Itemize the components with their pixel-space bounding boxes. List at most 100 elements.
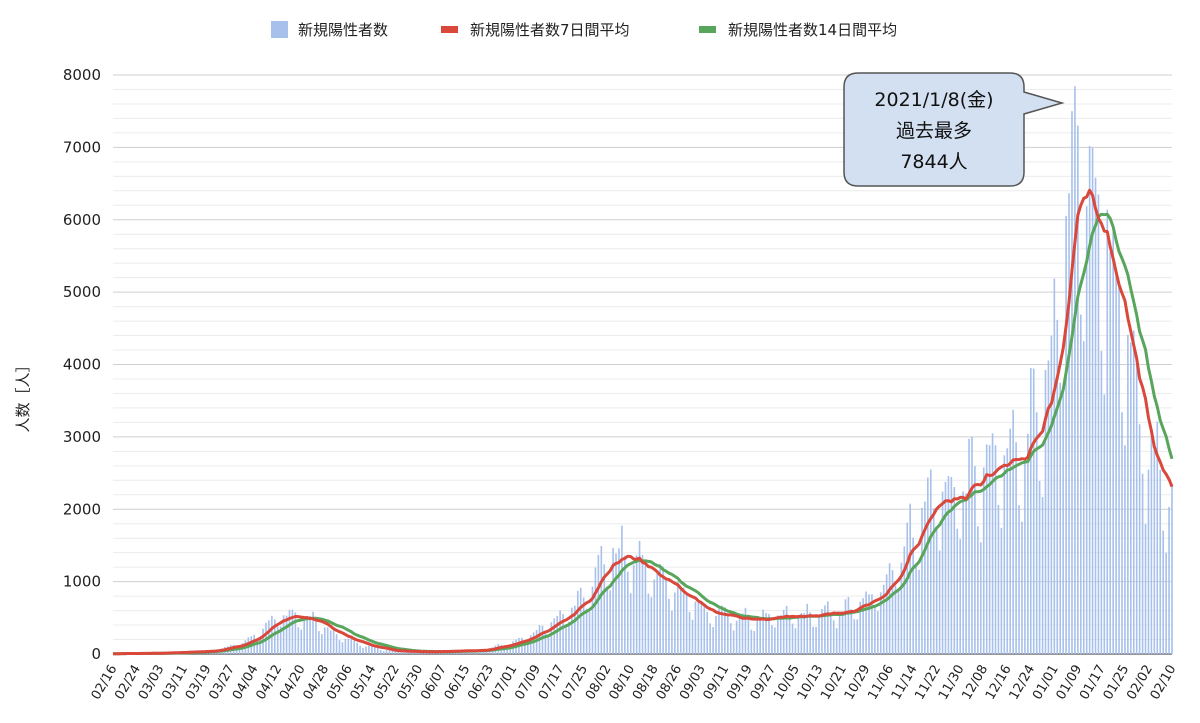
daily-bar — [1121, 412, 1123, 654]
daily-bar — [1015, 442, 1017, 654]
daily-bar — [318, 631, 320, 654]
daily-bar — [559, 610, 561, 654]
daily-bar — [947, 476, 950, 654]
daily-bar — [506, 647, 508, 654]
daily-bar — [388, 650, 391, 654]
daily-bar — [547, 635, 550, 654]
daily-bar — [315, 622, 317, 654]
daily-bar — [1021, 521, 1023, 654]
daily-bar — [1041, 497, 1044, 654]
daily-bar — [482, 650, 485, 654]
daily-bar — [332, 628, 335, 654]
daily-bar — [785, 606, 788, 654]
daily-bars — [112, 86, 1173, 655]
daily-bar — [868, 594, 870, 654]
daily-bar — [338, 640, 341, 654]
daily-bar — [1080, 314, 1082, 654]
daily-bar — [341, 642, 344, 654]
daily-bar — [353, 640, 356, 654]
daily-bar — [659, 564, 661, 654]
daily-bar — [953, 487, 956, 654]
daily-bar — [1165, 552, 1167, 654]
daily-bar — [988, 445, 991, 654]
daily-bar — [565, 624, 567, 654]
daily-bar — [847, 597, 850, 654]
daily-bar — [629, 593, 632, 654]
daily-bar — [882, 584, 885, 654]
daily-bar — [638, 540, 641, 654]
daily-bar — [365, 646, 367, 654]
daily-bar — [403, 652, 406, 654]
daily-bar — [362, 647, 364, 654]
daily-bar — [1006, 448, 1009, 654]
daily-bar — [612, 548, 614, 654]
daily-bar — [309, 615, 311, 654]
daily-bar — [1112, 231, 1114, 654]
daily-bar — [350, 637, 353, 654]
daily-bar — [653, 579, 656, 654]
daily-bar — [762, 609, 764, 654]
daily-bar — [576, 590, 579, 654]
daily-bar — [782, 609, 785, 654]
daily-bar — [1038, 480, 1041, 654]
daily-bar — [285, 615, 288, 654]
y-tick-label: 2000 — [63, 500, 101, 518]
daily-bar — [877, 611, 879, 654]
daily-bar — [827, 601, 829, 654]
daily-bar — [765, 613, 767, 654]
daily-bar — [585, 608, 588, 654]
daily-bar — [1003, 455, 1006, 654]
daily-bar — [329, 630, 332, 654]
daily-bar — [671, 610, 673, 654]
daily-bar — [1035, 412, 1038, 654]
daily-bar — [803, 613, 806, 654]
daily-bar — [932, 508, 935, 654]
daily-bar — [650, 597, 653, 654]
y-tick-label: 8000 — [63, 66, 101, 84]
daily-bar — [821, 608, 823, 654]
daily-bar — [850, 609, 853, 654]
daily-bar — [974, 466, 976, 654]
annotation-line-3: 7844人 — [900, 151, 967, 173]
daily-bar — [526, 642, 529, 654]
daily-bar — [1044, 369, 1047, 654]
daily-bar — [615, 553, 617, 654]
daily-bar — [1124, 445, 1126, 654]
daily-bar — [1047, 360, 1050, 654]
daily-bar — [626, 571, 629, 654]
daily-bar — [1065, 215, 1067, 654]
y-axis-label: 人数［人］ — [14, 357, 32, 432]
daily-bar — [924, 501, 926, 654]
daily-bar — [291, 609, 294, 654]
y-axis-ticks: 0 1000 2000 3000 4000 5000 6000 7000 8000 — [63, 66, 101, 663]
daily-bar — [568, 621, 570, 654]
annotation-bubble — [843, 72, 1065, 187]
daily-bar — [829, 612, 832, 654]
daily-bar — [529, 635, 532, 654]
daily-bar — [744, 607, 747, 654]
daily-bar — [1118, 282, 1120, 654]
daily-bar — [1059, 382, 1062, 654]
line-7day-average — [113, 188, 1174, 656]
daily-bar — [1071, 111, 1073, 654]
y-tick-label: 3000 — [63, 428, 101, 446]
daily-bar — [994, 445, 997, 654]
daily-bar — [912, 537, 914, 654]
daily-bar — [541, 625, 544, 654]
daily-bar — [544, 632, 547, 654]
daily-bar — [571, 607, 573, 654]
daily-bar — [321, 634, 323, 654]
daily-bar — [335, 634, 338, 654]
daily-bar — [294, 612, 297, 654]
daily-bar — [982, 467, 985, 654]
daily-bar — [273, 619, 276, 654]
daily-bar — [891, 570, 894, 654]
daily-bar — [1162, 530, 1164, 654]
daily-bar — [824, 605, 826, 654]
daily-bar — [1168, 506, 1170, 654]
daily-bar — [624, 555, 626, 654]
daily-bar — [718, 609, 720, 654]
daily-bar — [812, 626, 814, 654]
daily-bar — [562, 613, 564, 654]
daily-bar — [344, 638, 347, 654]
